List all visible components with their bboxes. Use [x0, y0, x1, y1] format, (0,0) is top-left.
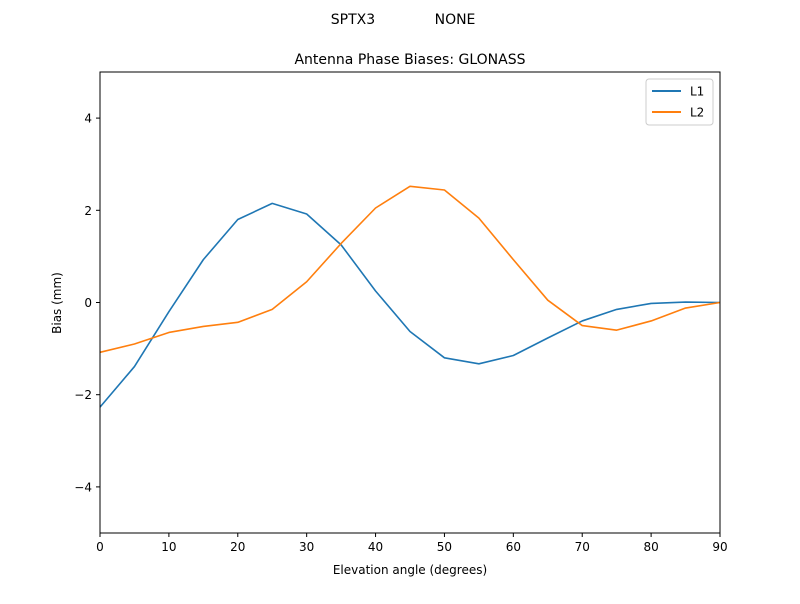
- suptitle-right: NONE: [435, 12, 476, 28]
- legend-l1-label: L1: [690, 85, 704, 99]
- series-line-l1: [99, 202, 721, 408]
- x-tick-label: 10: [161, 540, 176, 554]
- y-tick-label: 4: [84, 112, 92, 126]
- series-line-l2: [99, 185, 721, 354]
- suptitle-left: SPTX3: [331, 12, 375, 28]
- x-tick-label: 90: [712, 540, 727, 554]
- chart-title: Antenna Phase Biases: GLONASS: [294, 52, 525, 68]
- x-tick-label: 0: [96, 540, 104, 554]
- legend: L1 L2: [645, 78, 714, 126]
- y-tick-label: −2: [74, 388, 92, 402]
- x-tick-label: 70: [575, 540, 590, 554]
- y-axis-label: Bias (mm): [50, 272, 64, 334]
- y-tick-label: 2: [84, 204, 92, 218]
- legend-l2-label: L2: [690, 106, 704, 120]
- x-tick-label: 40: [368, 540, 383, 554]
- x-tick-label: 50: [437, 540, 452, 554]
- x-axis-label: Elevation angle (degrees): [333, 563, 487, 577]
- x-tick-label: 30: [299, 540, 314, 554]
- x-tick-label: 20: [230, 540, 245, 554]
- y-axis-ticks: −4 −2 0 2 4: [74, 112, 100, 494]
- x-axis-ticks: 0 10 20 30 40 50 60 70 80 90: [96, 533, 728, 554]
- y-tick-label: 0: [84, 296, 92, 310]
- y-tick-label: −4: [74, 480, 92, 494]
- plot-lines: [99, 185, 721, 408]
- plot-frame: [99, 71, 721, 534]
- x-tick-label: 80: [643, 540, 658, 554]
- x-tick-label: 60: [506, 540, 521, 554]
